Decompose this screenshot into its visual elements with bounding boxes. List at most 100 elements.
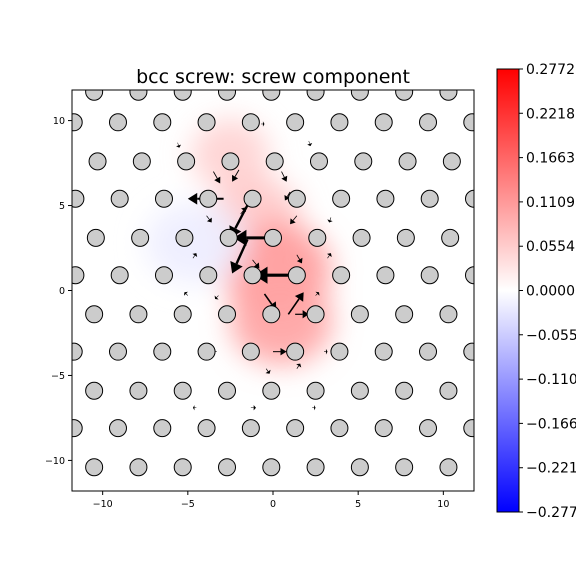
atom-marker: [85, 305, 104, 324]
displacement-arrow: [315, 291, 320, 296]
atom-marker: [419, 419, 438, 438]
atom-marker: [72, 419, 83, 438]
y-tick-label: 5: [59, 201, 65, 212]
atom-marker: [177, 152, 196, 171]
displacement-arrow: [214, 295, 219, 300]
atom-marker: [86, 228, 105, 247]
x-tick-label: 10: [437, 499, 449, 510]
atom-marker: [131, 228, 150, 247]
atom-marker: [219, 228, 238, 247]
colorbar-ticks: 0.2772 0.2218 0.1663 0.1109 0.0554 0.0000 −0.0…: [519, 62, 576, 521]
displacement-arrow: [192, 405, 197, 411]
atom-marker: [465, 189, 474, 208]
atom-marker: [419, 342, 438, 361]
atom-marker: [218, 381, 237, 400]
atom-marker: [72, 342, 83, 361]
atom-marker: [218, 305, 237, 324]
colorbar: 0.2772 0.2218 0.1663 0.1109 0.0554 0.0000 −0.0…: [496, 62, 576, 521]
atom-marker: [173, 305, 192, 324]
atom-marker: [153, 342, 172, 361]
atom-marker: [354, 152, 373, 171]
atom-marker: [264, 228, 282, 247]
atom-marker: [218, 90, 237, 101]
atom-marker: [395, 458, 414, 477]
atom-marker: [306, 90, 325, 101]
atom-marker: [376, 189, 395, 208]
atom-marker: [173, 90, 192, 101]
atom-marker: [110, 189, 129, 208]
atom-marker: [350, 90, 369, 101]
atom-marker: [262, 90, 281, 101]
displacement-arrow: [296, 363, 302, 369]
atom-marker: [108, 113, 127, 132]
heat-blob: [145, 202, 248, 284]
atom-marker: [465, 266, 474, 285]
atom-marker: [199, 189, 218, 208]
atom-marker: [439, 305, 458, 324]
atom-marker: [221, 152, 240, 171]
atom-marker: [154, 266, 173, 285]
atom-marker: [262, 381, 281, 400]
colorbar-tick-label: −0.1109: [526, 372, 576, 388]
atom-marker: [376, 266, 395, 285]
atom-marker: [306, 458, 325, 477]
displacement-arrow: [273, 347, 287, 356]
displacement-arrow: [296, 254, 303, 264]
atom-marker: [153, 419, 172, 438]
atom-marker: [306, 305, 325, 324]
atom-marker: [439, 458, 458, 477]
colorbar-tick-label: −0.2772: [526, 505, 576, 521]
atom-marker: [72, 113, 83, 132]
y-tick-label: −5: [51, 371, 65, 382]
atom-marker: [350, 458, 369, 477]
atom-marker: [197, 419, 216, 438]
colorbar-tick-label: 0.0000: [526, 284, 575, 300]
atom-marker: [218, 458, 237, 477]
atom-marker: [286, 419, 305, 438]
displacement-arrow: [250, 405, 256, 411]
atom-marker: [85, 458, 104, 477]
atom-marker: [129, 381, 148, 400]
atom-marker: [439, 90, 458, 101]
displacement-arrow: [312, 405, 316, 411]
atom-marker: [72, 266, 85, 285]
displacement-arrow: [327, 253, 332, 259]
atom-marker: [350, 381, 369, 400]
atom-marker: [197, 342, 216, 361]
displacement-arrow: [206, 215, 212, 223]
x-tick-label: 5: [355, 499, 361, 510]
atom-marker: [85, 90, 104, 101]
atom-marker: [398, 152, 417, 171]
displacement-arrow: [232, 169, 240, 182]
atom-marker: [350, 305, 369, 324]
atom-marker: [420, 266, 439, 285]
atom-marker: [108, 419, 127, 438]
atom-marker: [395, 90, 414, 101]
atom-marker: [173, 381, 192, 400]
atom-marker: [197, 113, 216, 132]
y-tick-label: 0: [59, 286, 65, 297]
atom-marker: [88, 152, 107, 171]
atom-marker: [265, 152, 284, 171]
atom-marker: [441, 228, 460, 247]
atom-marker: [154, 189, 173, 208]
atom-marker: [85, 381, 104, 400]
atom-marker: [330, 419, 349, 438]
atom-marker: [129, 305, 148, 324]
colorbar-tick-label: 0.1663: [526, 151, 575, 167]
atom-marker: [262, 305, 281, 324]
displacement-arrow: [240, 207, 246, 215]
atom-marker: [262, 458, 281, 477]
atom-marker: [396, 228, 415, 247]
displacement-arrow: [261, 121, 265, 127]
atom-marker: [352, 228, 371, 247]
colorbar-tick-label: 0.1109: [526, 195, 575, 211]
atom-marker: [287, 266, 306, 285]
atom-marker: [243, 189, 262, 208]
displacement-arrow: [192, 253, 198, 259]
colorbar-tick-label: 0.2218: [526, 106, 575, 122]
atom-marker: [173, 458, 192, 477]
displacement-arrow: [183, 291, 189, 296]
atom-marker: [463, 419, 474, 438]
